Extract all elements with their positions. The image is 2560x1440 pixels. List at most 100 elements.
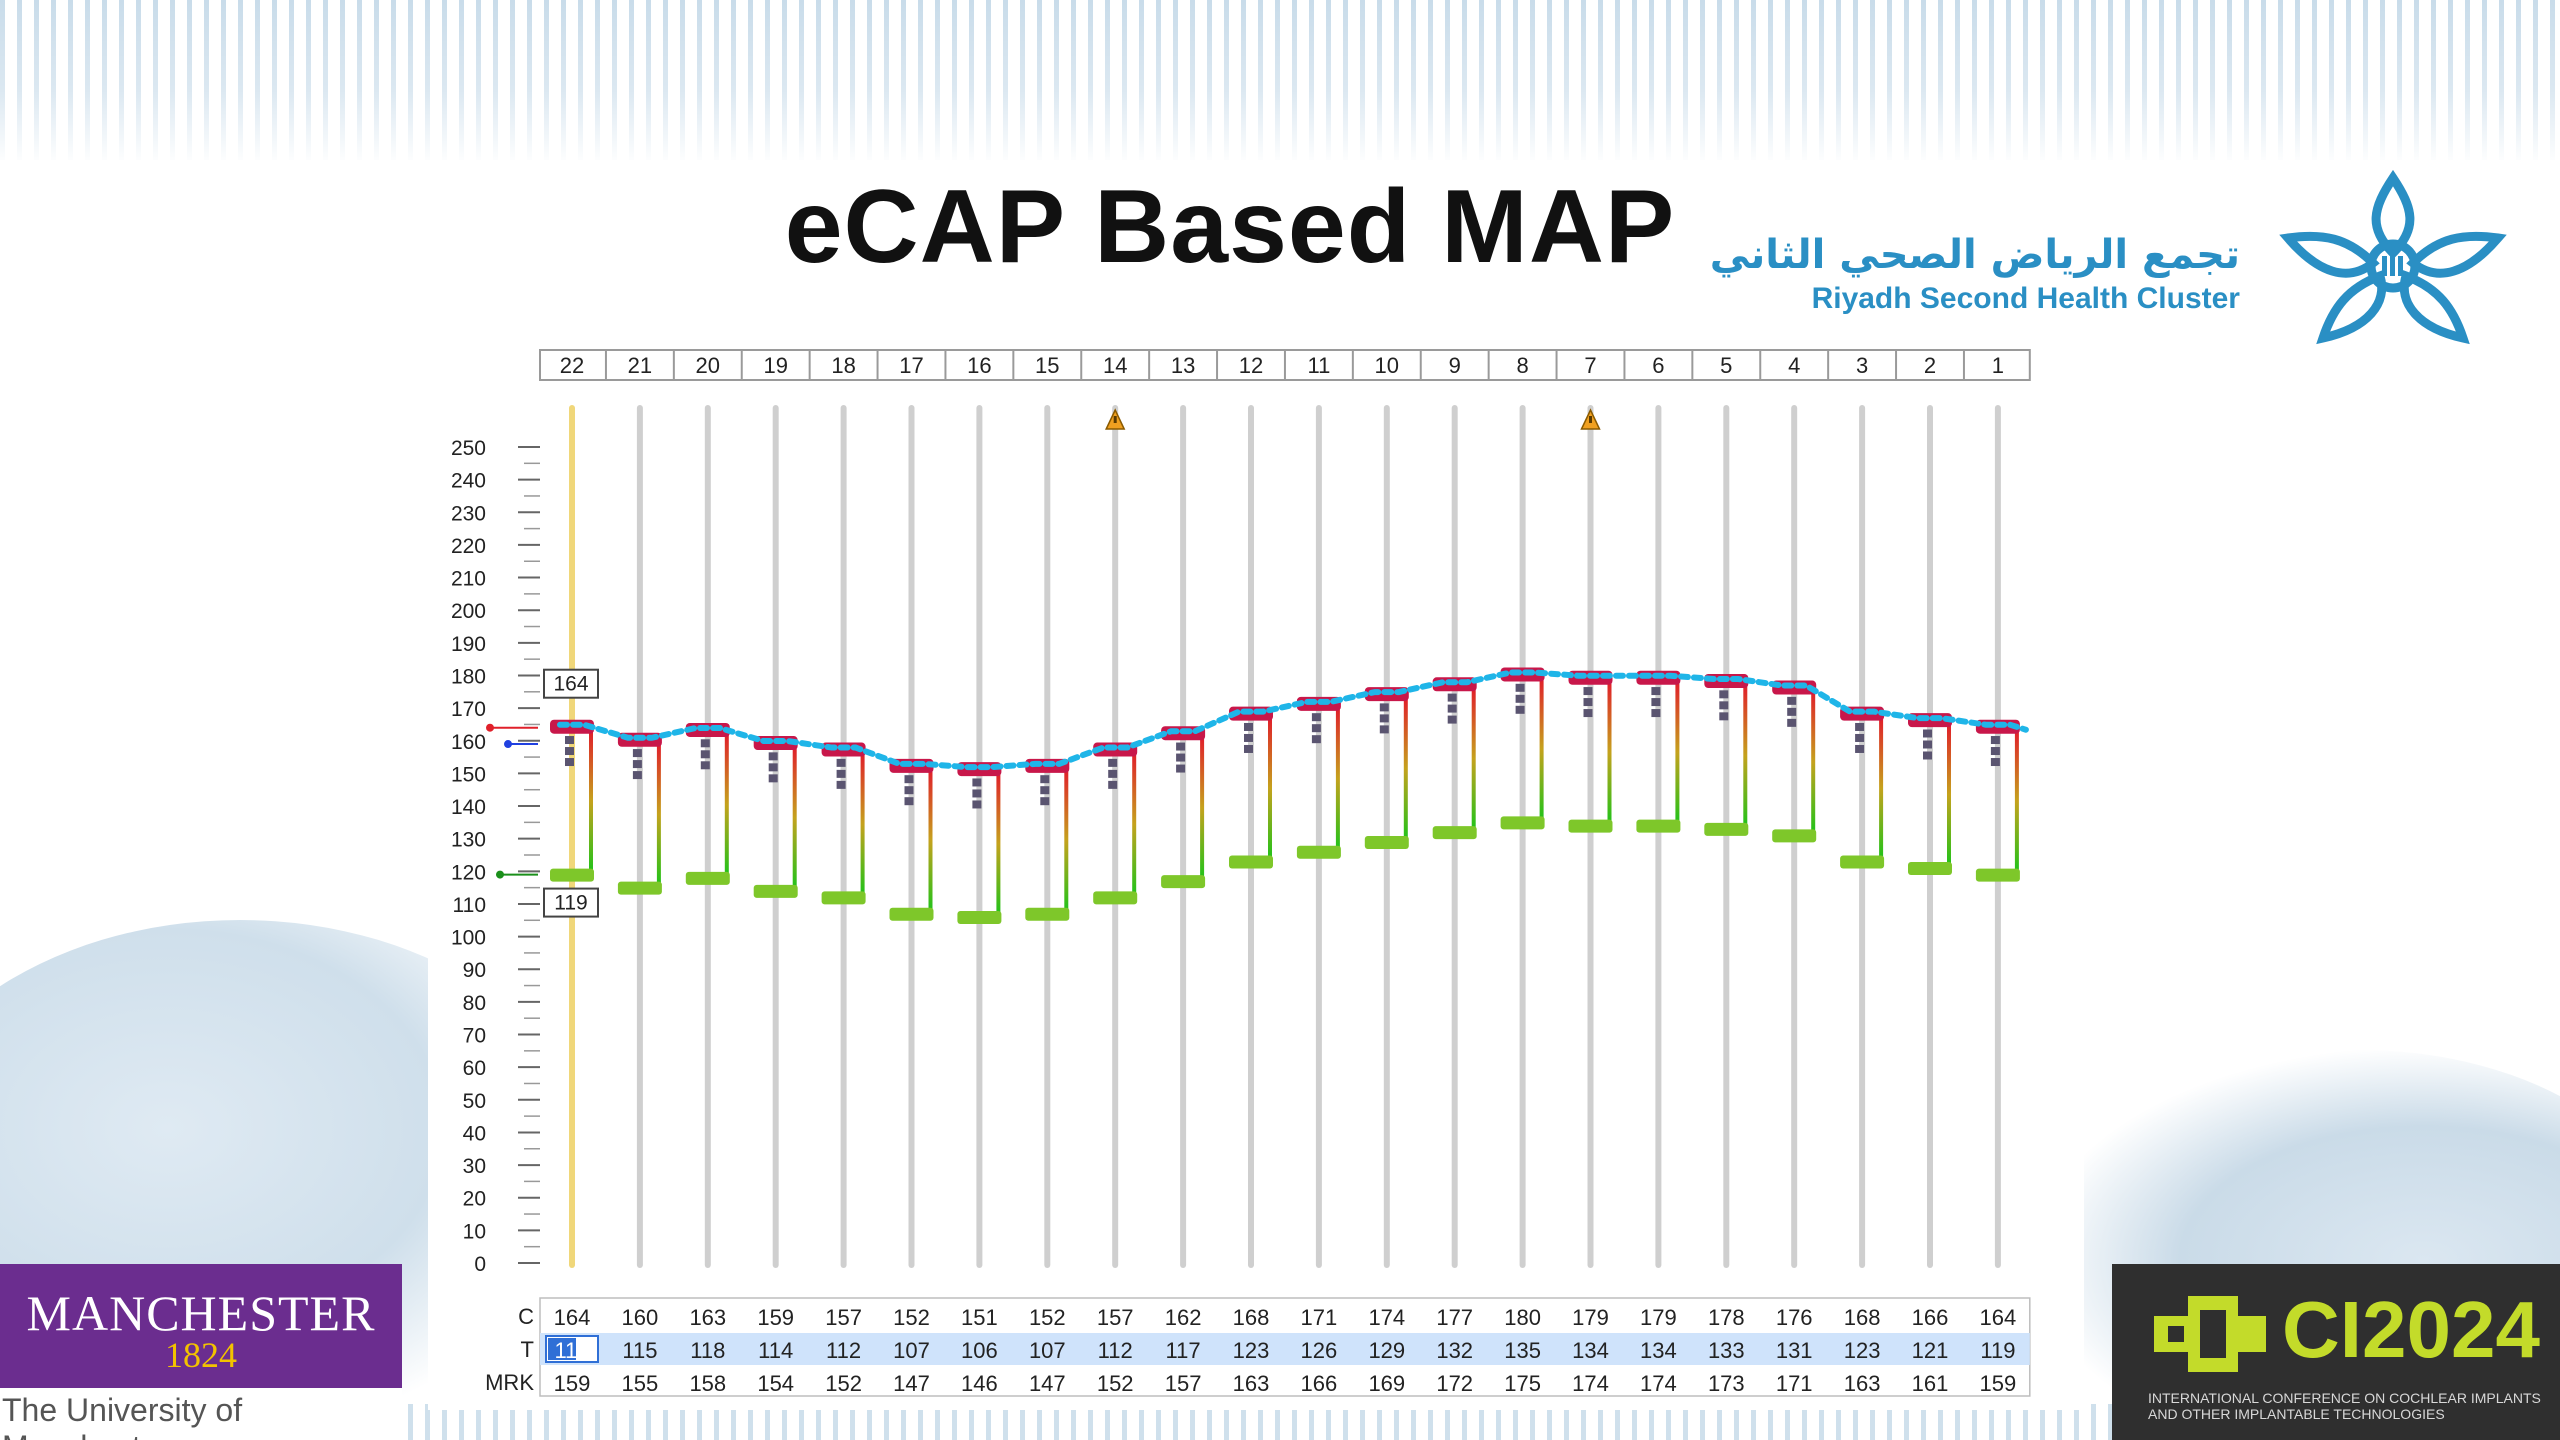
electrode-track[interactable] [1859, 405, 1866, 1268]
electrode-track[interactable] [1723, 405, 1730, 1268]
c-value-cell[interactable]: 152 [893, 1305, 930, 1330]
t-level-marker[interactable] [1840, 855, 1885, 869]
electrode-track[interactable] [1180, 405, 1187, 1268]
t-value-cell[interactable]: 129 [1368, 1338, 1405, 1363]
t-value-cell[interactable]: 123 [1844, 1338, 1881, 1363]
t-level-marker[interactable] [1364, 835, 1409, 849]
electrode-header-label[interactable]: 11 [1307, 353, 1330, 378]
t-value-cell[interactable]: 115 [622, 1338, 657, 1363]
electrode-header-label[interactable]: 13 [1171, 353, 1195, 378]
t-value-cell[interactable]: 132 [1436, 1338, 1473, 1363]
t-level-marker[interactable] [821, 891, 866, 905]
electrode-header-label[interactable]: 15 [1035, 353, 1059, 378]
t-value-cell[interactable]: 134 [1640, 1338, 1677, 1363]
electrode-header-label[interactable]: 5 [1720, 353, 1732, 378]
t-value-cell[interactable]: 119 [1980, 1338, 2015, 1363]
t-level-marker[interactable] [1975, 868, 2020, 882]
mrk-value-cell[interactable]: 158 [689, 1371, 726, 1396]
mrk-value-cell[interactable]: 163 [1233, 1371, 1270, 1396]
t-value-cell[interactable]: 118 [690, 1338, 725, 1363]
electrode-header-label[interactable]: 8 [1516, 353, 1528, 378]
mrk-value-cell[interactable]: 161 [1912, 1371, 1949, 1396]
mrk-value-cell[interactable]: 174 [1640, 1371, 1677, 1396]
electrode-track[interactable] [976, 405, 983, 1268]
electrode-track[interactable] [1519, 405, 1526, 1268]
c-value-cell[interactable]: 177 [1436, 1305, 1473, 1330]
mrk-value-cell[interactable]: 173 [1708, 1371, 1745, 1396]
electrode-header-label[interactable]: 16 [967, 353, 991, 378]
mrk-value-cell[interactable]: 171 [1776, 1371, 1813, 1396]
electrode-track[interactable] [1927, 405, 1933, 1268]
c-value-cell[interactable]: 171 [1301, 1305, 1338, 1330]
t-value-cell[interactable]: 134 [1572, 1338, 1609, 1363]
t-level-marker[interactable] [1161, 875, 1206, 889]
electrode-track[interactable] [1994, 405, 2001, 1268]
c-value-cell[interactable]: 168 [1233, 1305, 1270, 1330]
t-value-cell[interactable]: 112 [1098, 1338, 1133, 1363]
t-value-cell[interactable]: 112 [826, 1338, 861, 1363]
c-value-cell[interactable]: 178 [1708, 1305, 1745, 1330]
electrode-header-label[interactable]: 17 [899, 353, 923, 378]
t-value-cell[interactable]: 107 [893, 1338, 930, 1363]
electrode-header-label[interactable]: 22 [560, 353, 584, 378]
mrk-value-cell[interactable]: 172 [1436, 1371, 1473, 1396]
c-value-cell[interactable]: 168 [1844, 1305, 1881, 1330]
electrode-track[interactable] [772, 405, 779, 1268]
electrode-track[interactable] [636, 405, 643, 1268]
electrode-header-label[interactable]: 6 [1652, 353, 1664, 378]
electrode-header-label[interactable]: 9 [1449, 353, 1461, 378]
c-value-cell[interactable]: 159 [757, 1305, 794, 1330]
mrk-value-cell[interactable]: 159 [554, 1371, 591, 1396]
t-value-cell[interactable]: 119 [554, 1338, 589, 1363]
electrode-track[interactable] [1112, 405, 1119, 1268]
mrk-value-cell[interactable]: 155 [622, 1371, 659, 1396]
electrode-header-label[interactable]: 4 [1788, 353, 1800, 378]
mrk-value-cell[interactable]: 154 [757, 1371, 794, 1396]
t-level-marker[interactable] [1568, 819, 1613, 833]
t-level-marker[interactable] [889, 907, 934, 921]
c-value-cell[interactable]: 180 [1504, 1305, 1541, 1330]
t-level-marker[interactable] [550, 868, 594, 882]
electrode-header-label[interactable]: 18 [831, 353, 855, 378]
c-value-cell[interactable]: 152 [1029, 1305, 1066, 1330]
t-level-marker[interactable] [1704, 822, 1749, 836]
c-value-cell[interactable]: 151 [961, 1305, 998, 1330]
t-level-marker[interactable] [1908, 862, 1952, 876]
mrk-value-cell[interactable]: 146 [961, 1371, 998, 1396]
electrode-track[interactable] [569, 405, 575, 1268]
mrk-value-cell[interactable]: 157 [1165, 1371, 1202, 1396]
t-level-marker[interactable] [1025, 907, 1070, 921]
c-value-cell[interactable]: 179 [1640, 1305, 1677, 1330]
t-level-marker[interactable] [1093, 891, 1138, 905]
mrk-value-cell[interactable]: 147 [893, 1371, 930, 1396]
c-value-cell[interactable]: 164 [1980, 1305, 2017, 1330]
electrode-header-label[interactable]: 21 [628, 353, 652, 378]
mrk-value-cell[interactable]: 174 [1572, 1371, 1609, 1396]
c-value-cell[interactable]: 176 [1776, 1305, 1813, 1330]
t-level-marker[interactable] [1636, 819, 1681, 833]
t-value-cell[interactable]: 107 [1029, 1338, 1066, 1363]
electrode-track[interactable] [1044, 405, 1051, 1268]
t-value-cell[interactable]: 123 [1233, 1338, 1270, 1363]
t-level-marker[interactable] [1296, 845, 1341, 859]
electrode-header-label[interactable]: 2 [1924, 353, 1936, 378]
electrode-track[interactable] [1655, 405, 1662, 1268]
electrode-header-label[interactable]: 14 [1103, 353, 1127, 378]
t-value-cell[interactable]: 106 [961, 1338, 998, 1363]
c-value-cell[interactable]: 164 [554, 1305, 591, 1330]
electrode-header-label[interactable]: 19 [763, 353, 787, 378]
electrode-track[interactable] [1587, 405, 1594, 1268]
t-value-cell[interactable]: 135 [1504, 1338, 1541, 1363]
mrk-value-cell[interactable]: 152 [1097, 1371, 1134, 1396]
electrode-header-label[interactable]: 3 [1856, 353, 1868, 378]
t-value-cell[interactable]: 126 [1301, 1338, 1338, 1363]
electrode-header-label[interactable]: 12 [1239, 353, 1263, 378]
electrode-track[interactable] [1248, 405, 1254, 1268]
t-value-cell[interactable]: 121 [1912, 1338, 1949, 1363]
mrk-value-cell[interactable]: 152 [825, 1371, 862, 1396]
mrk-value-cell[interactable]: 163 [1844, 1371, 1881, 1396]
ecap-map-chart[interactable]: 22 21 20 19 18 17 16 15 14 13 12 11 10 9 8 7 6 5 4 3 2 125024… [428, 340, 2084, 1410]
mrk-value-cell[interactable]: 166 [1301, 1371, 1338, 1396]
c-value-cell[interactable]: 157 [1097, 1305, 1134, 1330]
mrk-value-cell[interactable]: 169 [1368, 1371, 1405, 1396]
